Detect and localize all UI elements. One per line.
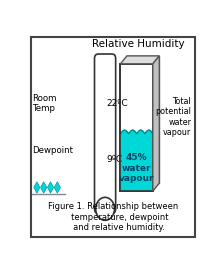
Polygon shape (48, 182, 54, 193)
Text: Dewpoint: Dewpoint (33, 146, 74, 156)
FancyBboxPatch shape (95, 54, 116, 214)
FancyBboxPatch shape (120, 64, 153, 191)
Text: 22ºC: 22ºC (106, 99, 128, 108)
Text: 9ºC: 9ºC (106, 155, 122, 164)
FancyBboxPatch shape (31, 37, 195, 237)
Text: 45%
water
vapour: 45% water vapour (119, 153, 154, 183)
Polygon shape (34, 182, 40, 193)
Text: Relative Humidity: Relative Humidity (92, 39, 185, 49)
Text: Figure 1. Relationship between
     temperature, dewpoint
     and relative humi: Figure 1. Relationship between temperatu… (48, 202, 178, 232)
Polygon shape (41, 182, 47, 193)
Circle shape (98, 200, 113, 218)
Polygon shape (153, 56, 159, 191)
Text: Room
Temp: Room Temp (33, 94, 57, 113)
Polygon shape (120, 56, 159, 64)
Polygon shape (54, 182, 60, 193)
FancyBboxPatch shape (120, 134, 153, 191)
Circle shape (96, 197, 114, 220)
Text: Total
potential
water
vapour: Total potential water vapour (155, 97, 191, 137)
FancyBboxPatch shape (127, 56, 159, 183)
